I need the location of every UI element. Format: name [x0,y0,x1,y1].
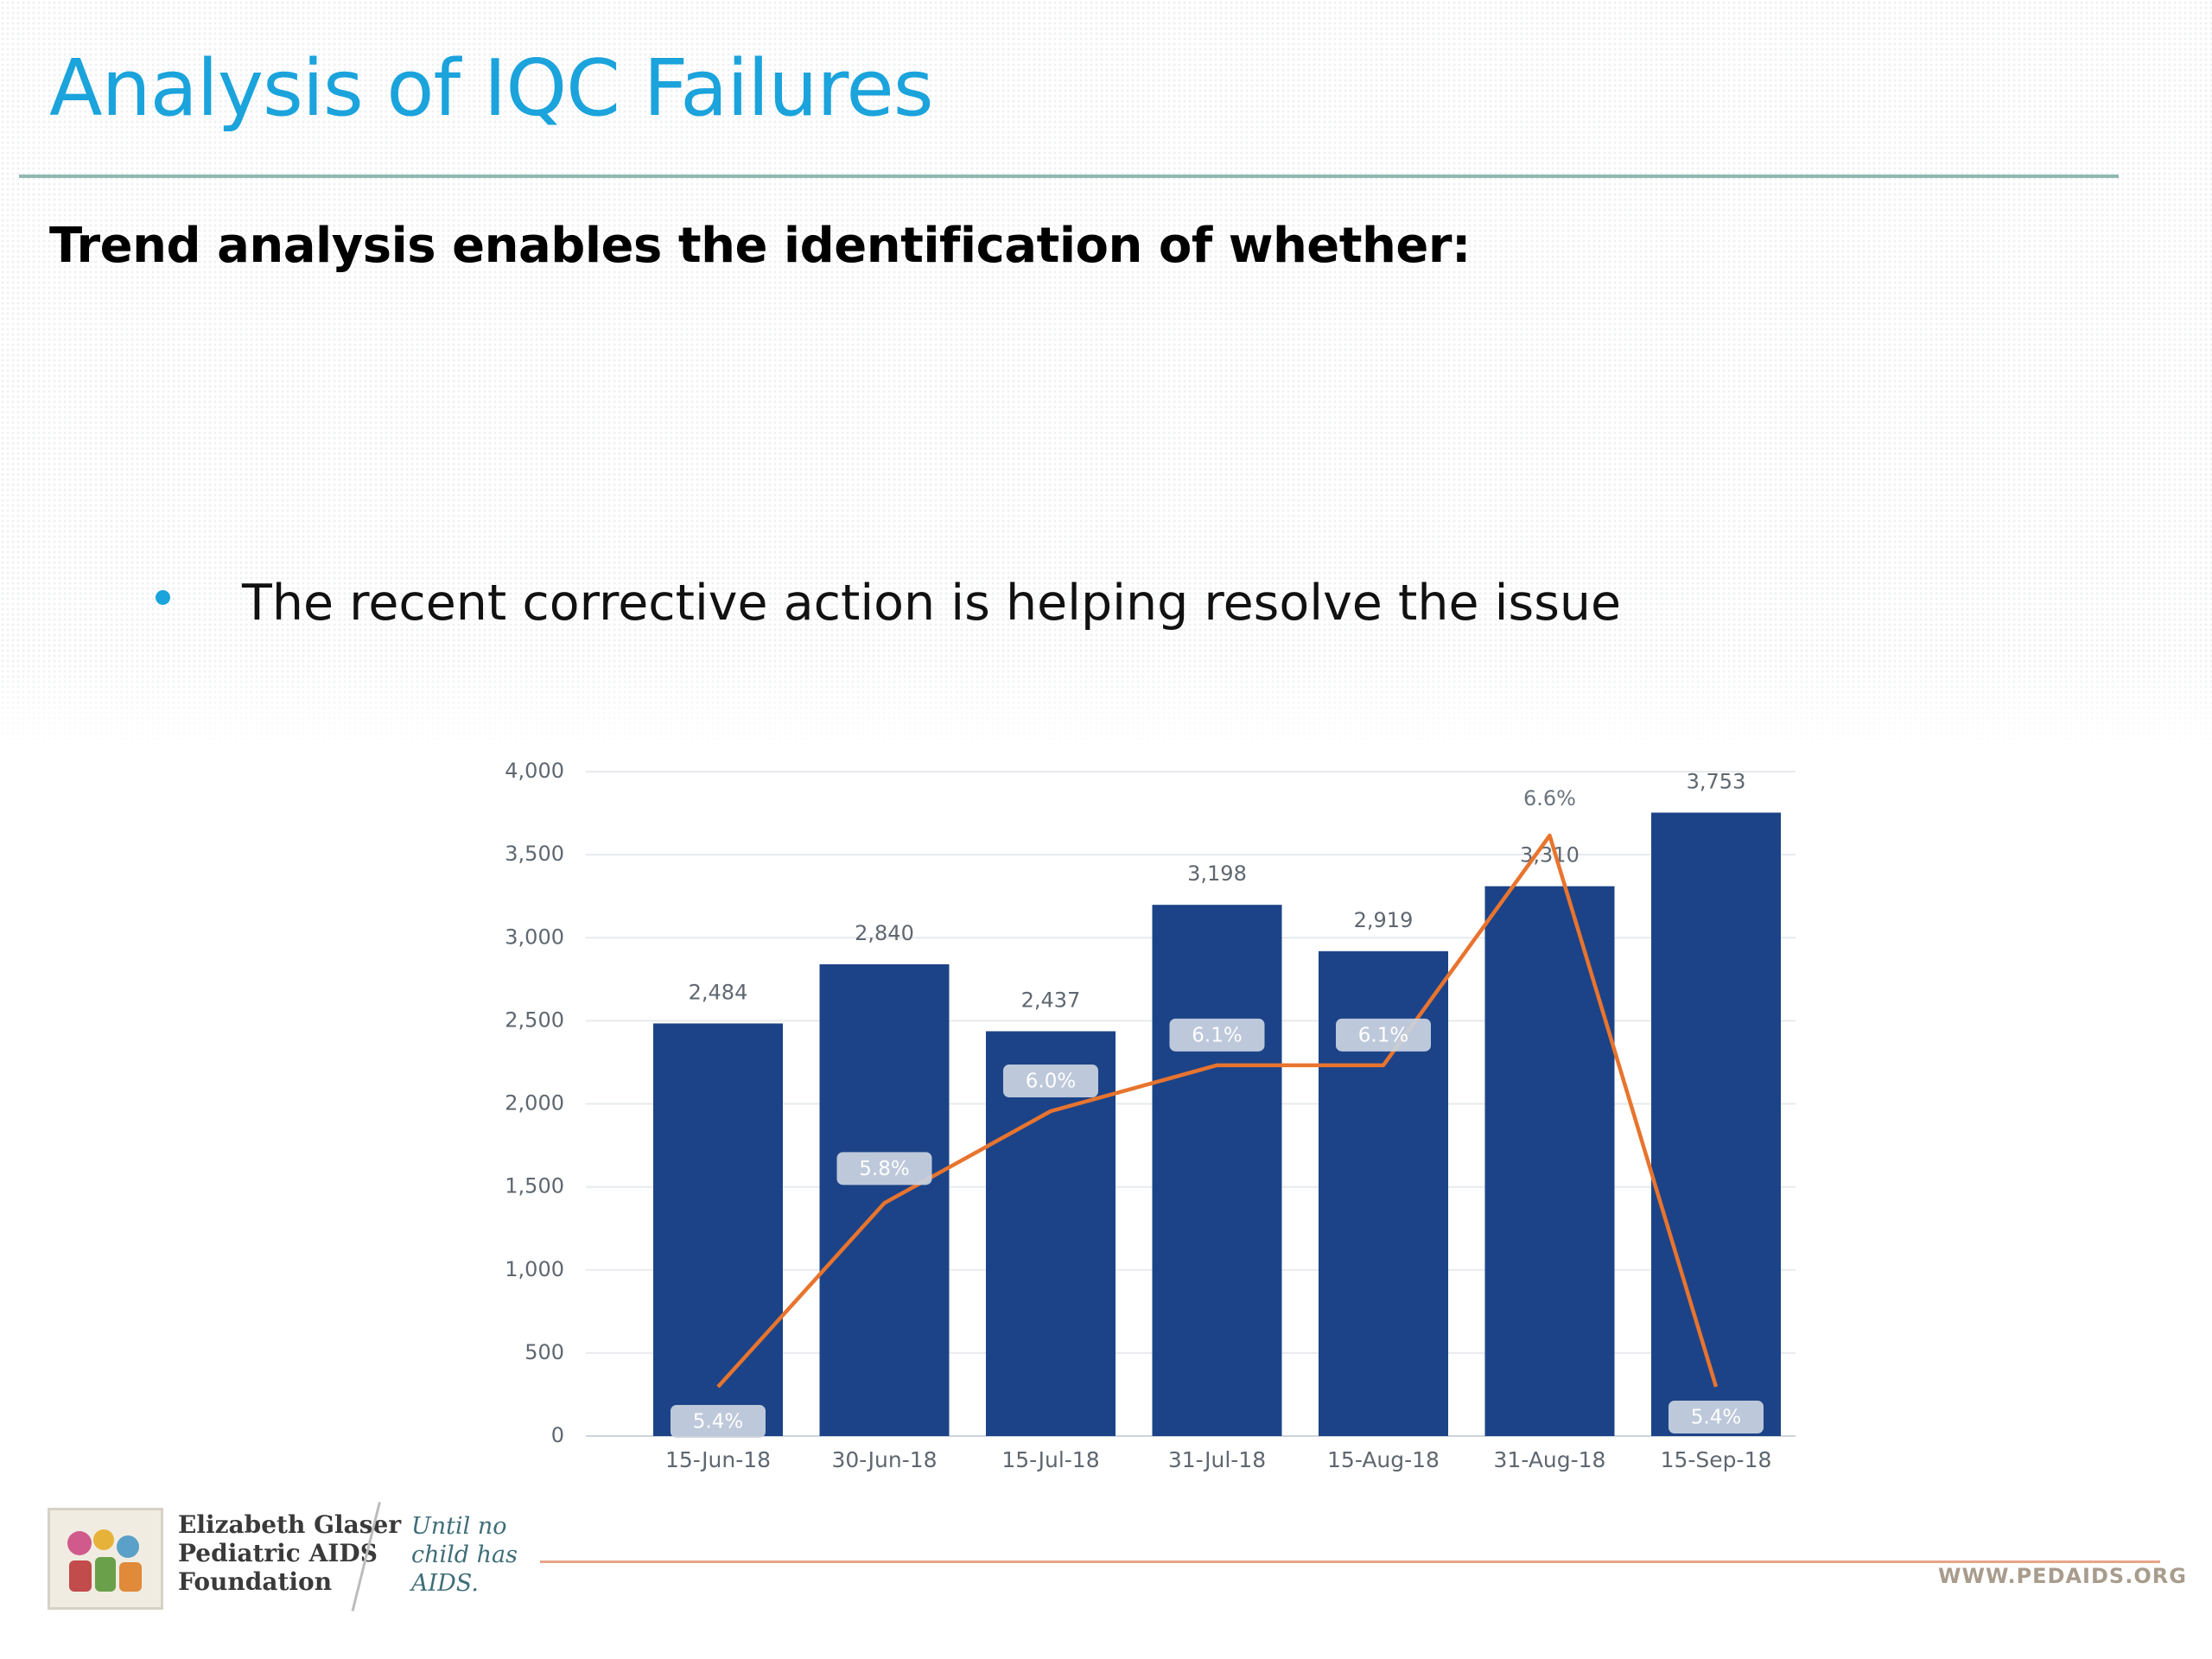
line-value-label: 6.0% [1026,1071,1076,1093]
foundation-name-line: Foundation [178,1567,333,1596]
x-tick-label: 15-Sep-18 [1661,1447,1772,1472]
y-tick-label: 0 [551,1423,564,1447]
y-tick-label: 500 [524,1340,564,1364]
x-tick-label: 15-Jun-18 [665,1447,771,1472]
footer-url: WWW.PEDAIDS.ORG [1938,1564,2187,1588]
title-divider [19,175,2119,178]
bar [653,1023,783,1436]
y-tick-label: 2,000 [505,1091,564,1116]
tagline-line: Until no [411,1513,507,1540]
bar [1651,812,1781,1436]
line-label-badge [1169,1018,1265,1052]
y-tick-label: 3,000 [505,925,564,949]
bar-value-label: 2,840 [855,921,914,945]
slide-title: Analysis of IQC Failures [49,43,934,134]
line-label-badge [1336,1018,1431,1052]
slide-subtitle: Trend analysis enables the identificatio… [49,218,1471,274]
bar-value-label: 2,919 [1354,908,1414,932]
bar-value-label: 2,437 [1021,988,1081,1012]
y-tick-label: 1,000 [505,1257,564,1281]
line-value-label: 6.6% [1523,786,1576,810]
foundation-name-line: Pediatric AIDS [178,1539,378,1567]
foundation-tagline: Until no child has AIDS. [411,1512,518,1598]
y-tick-label: 1,500 [505,1174,564,1198]
foundation-name: Elizabeth Glaser Pediatric AIDS Foundati… [178,1510,401,1596]
bullet-text: The recent corrective action is helping … [242,575,1622,632]
bar [819,964,950,1436]
line-value-label: 5.4% [1691,1407,1741,1429]
tagline-line: AIDS. [411,1570,479,1597]
y-tick-label: 3,500 [505,842,564,866]
footer-rule [540,1560,2160,1563]
line-label-badge [671,1405,766,1438]
line-value-label: 5.4% [693,1411,743,1433]
foundation-name-line: Elizabeth Glaser [178,1510,402,1539]
x-tick-label: 15-Jul-18 [1001,1447,1099,1472]
x-tick-label: 15-Aug-18 [1327,1447,1440,1472]
x-tick-label: 31-Jul-18 [1168,1447,1266,1472]
tagline-line: child has [411,1541,518,1568]
line-value-label: 5.8% [859,1158,909,1180]
line-label-badge [836,1152,932,1185]
bullet-dot-icon [156,590,170,605]
y-tick-label: 2,500 [505,1007,564,1032]
bar-value-label: 3,753 [1687,769,1746,793]
x-tick-label: 30-Jun-18 [831,1447,937,1472]
x-tick-label: 31-Aug-18 [1494,1447,1606,1472]
bar [1152,905,1282,1436]
line-label-badge [1669,1401,1764,1433]
bar [1484,886,1615,1436]
line-value-label: 6.1% [1358,1024,1408,1046]
line-value-label: 6.1% [1192,1024,1242,1046]
y-tick-label: 4,000 [505,759,564,783]
bar-value-label: 3,198 [1187,861,1247,886]
foundation-logo [48,1508,163,1610]
series-line [716,833,1719,1389]
line-label-badge [1003,1065,1098,1097]
bar-value-label: 2,484 [689,980,748,1004]
